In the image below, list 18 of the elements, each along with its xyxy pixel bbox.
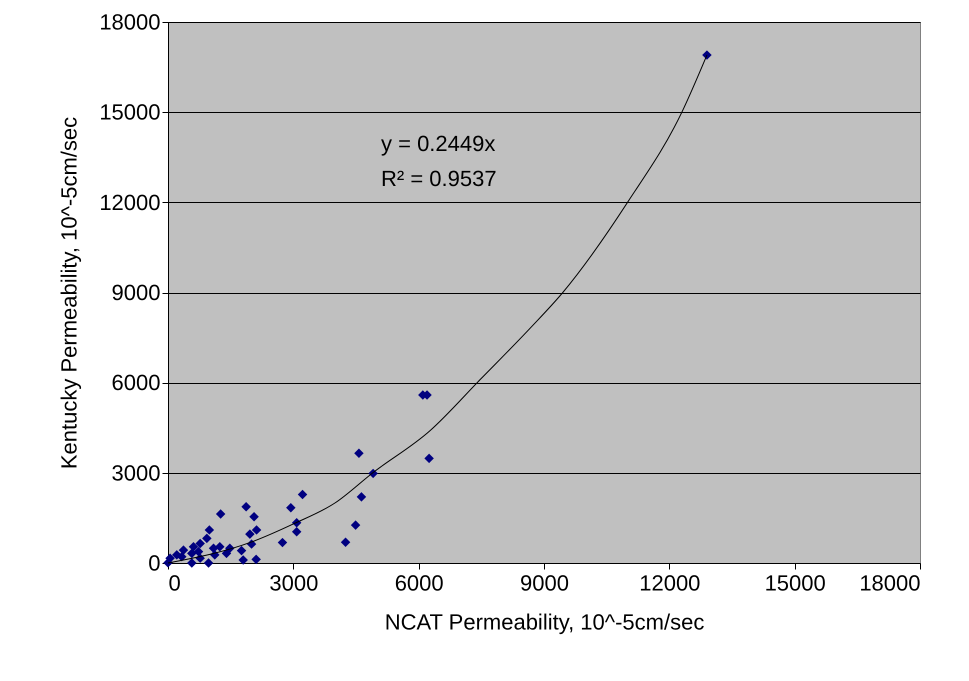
y-tick-label: 3000 [112,460,160,486]
annotation: y = 0.2449x [381,131,496,156]
y-tick-label: 9000 [112,280,160,305]
x-tick-label: 12000 [639,570,700,596]
y-tick-label: 12000 [99,190,160,215]
x-tick-label: 0 [168,570,181,596]
x-tick-label: 6000 [394,570,444,596]
annotation: R² = 0.9537 [381,166,497,191]
x-tick-label: 15000 [764,570,826,596]
y-tick-label: 18000 [99,10,160,34]
y-tick-label: 15000 [99,100,160,125]
x-tick-label: 3000 [269,570,318,596]
y-axis-title: Kentucky Permeability, 10^-5cm/sec [56,116,82,470]
y-tick-label: 6000 [112,370,160,396]
y-tick-label: 0 [148,550,160,576]
x-tick-label: 9000 [520,570,569,596]
x-axis-title: NCAT Permeability, 10^-5cm/sec [384,610,704,634]
x-tick-label: 18000 [859,570,920,596]
